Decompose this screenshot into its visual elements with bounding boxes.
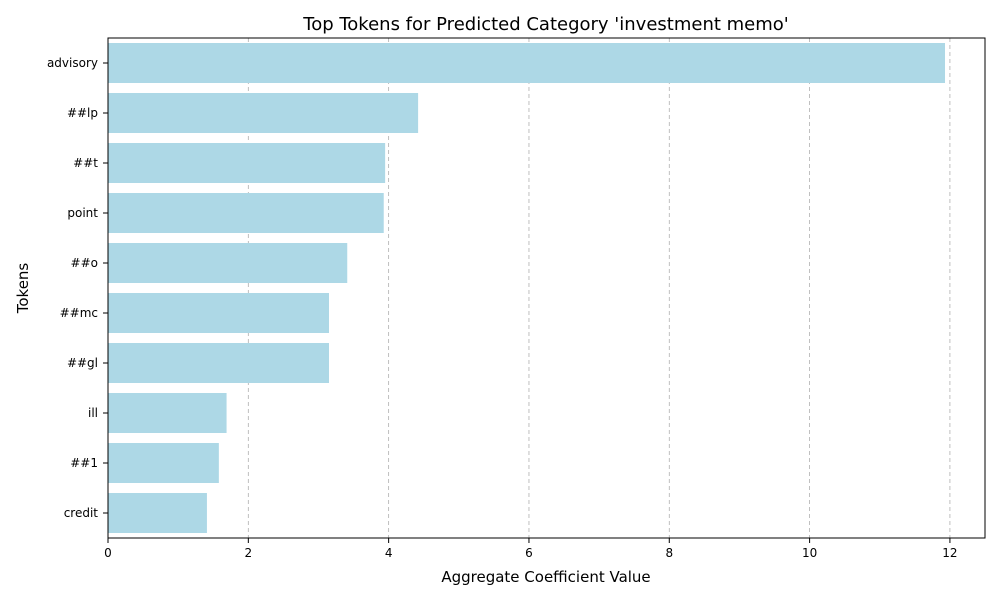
bar <box>108 293 330 333</box>
x-tick-label: 8 <box>665 546 673 560</box>
y-tick-label: ##1 <box>70 456 98 470</box>
y-tick-label: ##gl <box>67 356 98 370</box>
tick-labels: 0 2 4 6 8 10 12 advisory ##lp ##t point ##o ##mc ##gl… <box>47 56 958 560</box>
x-tick-label: 2 <box>244 546 252 560</box>
axes <box>103 37 986 543</box>
bar <box>108 43 946 83</box>
bar <box>108 443 219 483</box>
y-tick-label: ##t <box>73 156 98 170</box>
y-tick-label: ##o <box>71 256 98 270</box>
x-tick-label: 12 <box>942 546 957 560</box>
bar <box>108 343 330 383</box>
x-tick-label: 10 <box>802 546 817 560</box>
y-tick-label: point <box>67 206 98 220</box>
bars <box>108 43 946 533</box>
x-tick-label: 6 <box>525 546 533 560</box>
x-tick-label: 4 <box>385 546 393 560</box>
y-tick-label: ill <box>88 406 98 420</box>
bar <box>108 393 227 433</box>
chart-title: Top Tokens for Predicted Category 'inves… <box>302 14 788 35</box>
x-axis-label: Aggregate Coefficient Value <box>441 568 650 586</box>
bar <box>108 493 207 533</box>
x-tick-label: 0 <box>104 546 112 560</box>
y-axis-label: Tokens <box>14 263 32 315</box>
y-tick-label: ##lp <box>67 106 98 120</box>
y-tick-label: credit <box>64 506 99 520</box>
grid-lines <box>247 38 951 538</box>
plot-frame <box>107 37 986 539</box>
bar <box>108 243 348 283</box>
bar <box>108 93 419 133</box>
y-tick-label: advisory <box>47 56 98 70</box>
bar <box>108 193 384 233</box>
bar <box>108 143 386 183</box>
y-tick-label: ##mc <box>60 306 98 320</box>
